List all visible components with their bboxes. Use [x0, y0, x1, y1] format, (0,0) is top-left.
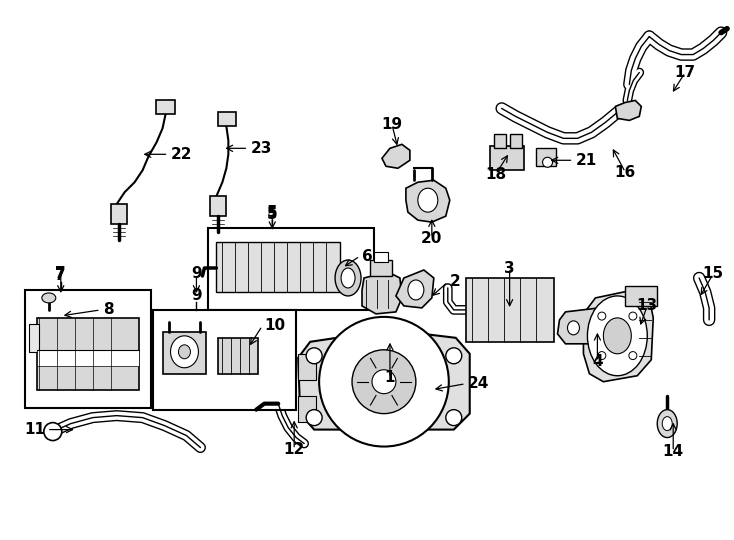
Ellipse shape	[446, 348, 462, 364]
Polygon shape	[396, 270, 434, 308]
Polygon shape	[298, 330, 470, 430]
Bar	[208, 228, 374, 310]
Bar	[374, 252, 388, 262]
Ellipse shape	[567, 321, 579, 335]
Ellipse shape	[306, 348, 322, 364]
Ellipse shape	[408, 280, 424, 300]
Bar	[37, 350, 139, 366]
Polygon shape	[584, 290, 653, 382]
Text: 19: 19	[382, 117, 402, 132]
Ellipse shape	[603, 318, 631, 354]
Text: 20: 20	[421, 231, 443, 246]
Ellipse shape	[418, 188, 437, 212]
Text: 24: 24	[468, 376, 489, 391]
Text: 7: 7	[56, 268, 66, 284]
Bar	[494, 134, 506, 149]
Bar	[466, 278, 553, 342]
Polygon shape	[382, 144, 410, 168]
Polygon shape	[406, 180, 450, 222]
Bar	[25, 290, 150, 408]
Ellipse shape	[319, 317, 448, 447]
Text: 10: 10	[264, 319, 286, 333]
Text: 8: 8	[103, 302, 113, 318]
Bar	[298, 354, 316, 380]
Text: 11: 11	[23, 422, 45, 437]
Text: 3: 3	[504, 260, 515, 275]
Text: 21: 21	[575, 153, 597, 168]
Bar	[29, 324, 39, 352]
Bar	[156, 100, 175, 114]
Ellipse shape	[542, 157, 553, 167]
Ellipse shape	[598, 352, 606, 360]
Text: 13: 13	[636, 299, 658, 313]
Ellipse shape	[629, 312, 637, 320]
Bar	[625, 286, 657, 306]
Bar	[536, 148, 556, 166]
Polygon shape	[362, 272, 402, 314]
Text: 16: 16	[614, 165, 636, 180]
Text: 22: 22	[170, 147, 192, 162]
Bar	[370, 260, 392, 276]
Text: 5: 5	[267, 207, 277, 221]
Text: 1: 1	[385, 370, 395, 385]
Text: 23: 23	[250, 141, 272, 156]
Bar	[211, 196, 226, 216]
Bar	[37, 318, 139, 390]
Ellipse shape	[662, 417, 672, 430]
Ellipse shape	[44, 423, 62, 441]
Ellipse shape	[335, 260, 361, 296]
Bar	[111, 204, 127, 224]
Bar	[490, 146, 523, 170]
Text: 6: 6	[362, 248, 373, 264]
Text: 12: 12	[283, 442, 305, 457]
Ellipse shape	[178, 345, 190, 359]
Bar	[509, 134, 522, 149]
Bar	[162, 332, 206, 374]
Ellipse shape	[587, 296, 647, 376]
Text: 9: 9	[191, 288, 202, 303]
Bar	[219, 112, 236, 126]
Ellipse shape	[372, 370, 396, 394]
Ellipse shape	[306, 410, 322, 426]
Polygon shape	[558, 308, 606, 344]
Bar	[153, 310, 297, 410]
Ellipse shape	[657, 410, 677, 437]
Ellipse shape	[629, 352, 637, 360]
Ellipse shape	[352, 350, 416, 414]
Bar	[217, 242, 340, 292]
Text: 17: 17	[675, 65, 696, 80]
Ellipse shape	[598, 312, 606, 320]
Text: 5: 5	[267, 205, 277, 220]
Ellipse shape	[446, 410, 462, 426]
Text: 7: 7	[56, 266, 66, 281]
Bar	[219, 338, 258, 374]
Ellipse shape	[341, 268, 355, 288]
Text: 18: 18	[485, 167, 506, 182]
Text: 4: 4	[592, 354, 603, 369]
Text: 2: 2	[450, 274, 460, 289]
Polygon shape	[615, 100, 642, 120]
Ellipse shape	[170, 336, 198, 368]
Bar	[298, 396, 316, 422]
Text: 14: 14	[663, 444, 684, 459]
Text: 9: 9	[191, 266, 202, 281]
Ellipse shape	[42, 293, 56, 303]
Text: 15: 15	[702, 266, 724, 281]
